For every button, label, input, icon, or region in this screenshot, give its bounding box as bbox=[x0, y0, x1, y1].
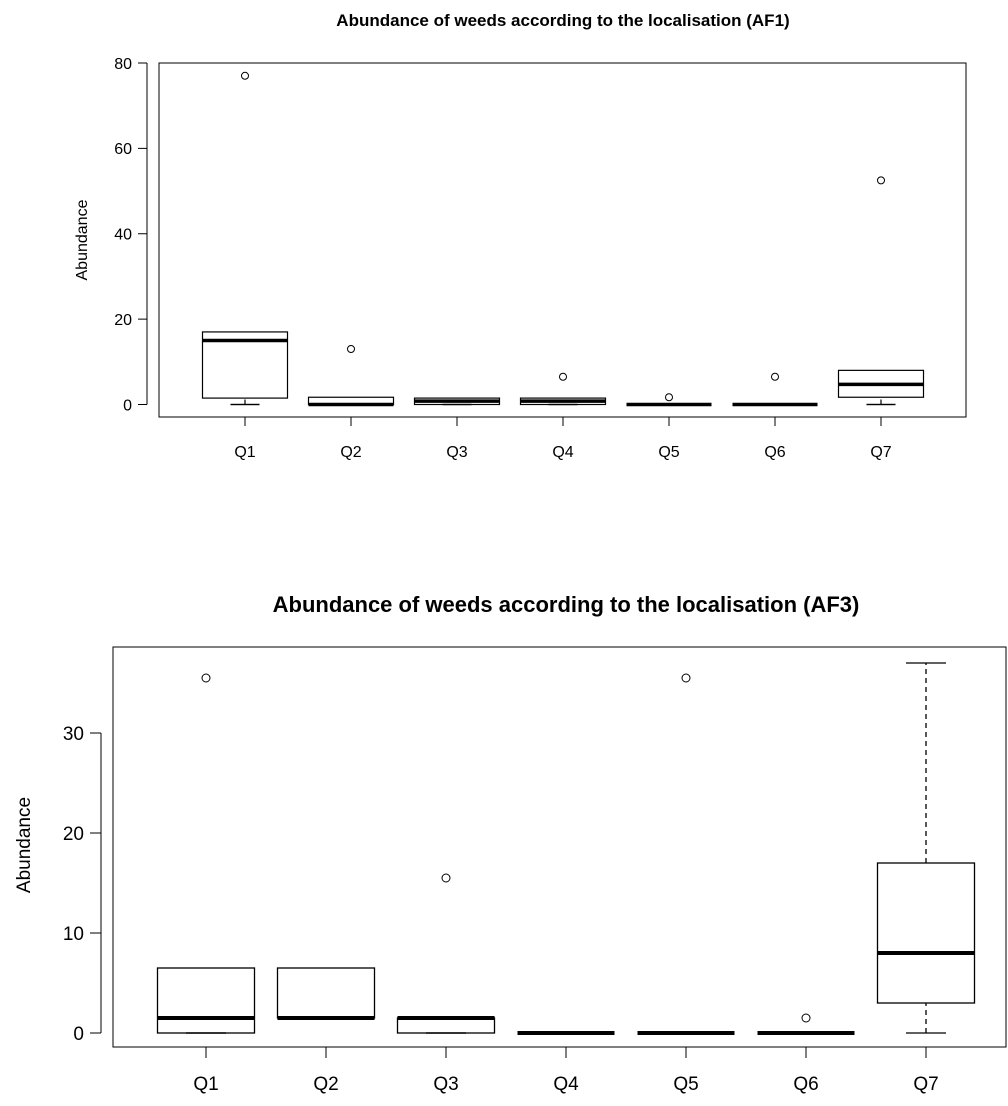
y-tick-label: 60 bbox=[114, 141, 132, 158]
x-tick-label: Q3 bbox=[446, 444, 467, 461]
chart-af1: Abundance of weeds according to the loca… bbox=[74, 11, 967, 461]
y-tick-label: 0 bbox=[123, 397, 132, 414]
outlier-point bbox=[559, 372, 567, 381]
outlier-point bbox=[441, 873, 451, 883]
y-tick-label: 0 bbox=[73, 1024, 84, 1045]
x-tick-label: Q4 bbox=[553, 1074, 579, 1095]
y-tick-label: 40 bbox=[114, 227, 132, 244]
box-q3 bbox=[396, 1017, 496, 1034]
outlier-point bbox=[241, 71, 249, 80]
y-axis-label: Abundance bbox=[74, 199, 91, 280]
y-axis-label: Abundance bbox=[14, 797, 35, 893]
chart-title: Abundance of weeds according to the loca… bbox=[336, 11, 789, 30]
x-tick-label: Q2 bbox=[313, 1074, 338, 1095]
x-tick-label: Q7 bbox=[913, 1074, 938, 1095]
outlier-point bbox=[771, 372, 779, 381]
outlier-point bbox=[347, 345, 355, 354]
y-tick-label: 20 bbox=[114, 312, 132, 329]
x-tick-label: Q1 bbox=[193, 1074, 218, 1095]
y-tick-label: 10 bbox=[63, 924, 84, 945]
plot-frame bbox=[112, 646, 1007, 1048]
x-tick-label: Q6 bbox=[764, 444, 785, 461]
x-tick-label: Q5 bbox=[673, 1074, 698, 1095]
chart-marks: 0 20 40 60 80 Q1 Q2 Q3 Q4 Q5 Q6 Q7 bbox=[114, 56, 925, 461]
chart-title: Abundance of weeds according to the loca… bbox=[273, 592, 860, 617]
outlier-point bbox=[201, 673, 211, 683]
y-tick-label: 30 bbox=[63, 724, 84, 745]
plot-frame bbox=[158, 62, 967, 418]
box-q2 bbox=[276, 967, 376, 1019]
chart-marks: 0 10 20 30 Q1 Q2 Q3 Q4 Q5 Q6 Q7 bbox=[63, 662, 976, 1095]
x-tick-label: Q5 bbox=[658, 444, 679, 461]
x-tick-label: Q4 bbox=[552, 444, 573, 461]
y-tick-label: 80 bbox=[114, 56, 132, 73]
outlier-point bbox=[681, 673, 691, 683]
y-tick-label: 20 bbox=[63, 824, 84, 845]
chart-af3: Abundance of weeds according to the loca… bbox=[14, 592, 1007, 1095]
x-tick-label: Q3 bbox=[433, 1074, 458, 1095]
x-tick-label: Q1 bbox=[234, 444, 255, 461]
outlier-point bbox=[801, 1013, 811, 1023]
box-q1 bbox=[201, 331, 289, 399]
x-tick-label: Q2 bbox=[340, 444, 361, 461]
box-q7 bbox=[876, 862, 976, 1004]
x-tick-label: Q6 bbox=[793, 1074, 818, 1095]
outlier-point bbox=[877, 176, 885, 185]
x-tick-label: Q7 bbox=[870, 444, 891, 461]
outlier-point bbox=[665, 393, 673, 402]
box-q1 bbox=[156, 967, 256, 1034]
